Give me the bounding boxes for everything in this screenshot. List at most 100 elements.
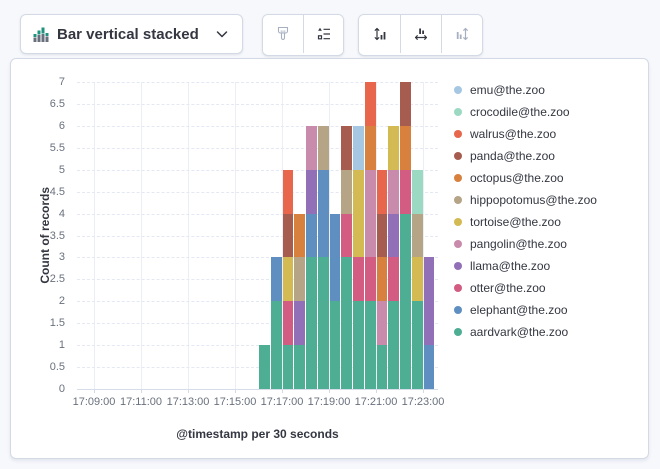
right-axis-button[interactable] bbox=[441, 15, 482, 53]
x-tick-label: 17:19:00 bbox=[307, 396, 351, 408]
bar-segment[interactable] bbox=[294, 301, 305, 346]
gridline bbox=[77, 345, 438, 347]
bar-segment[interactable] bbox=[364, 257, 376, 302]
bar-segment[interactable] bbox=[376, 213, 388, 258]
y-tick-label: 2.5 bbox=[49, 273, 65, 286]
legend-item[interactable]: llama@the.zoo bbox=[454, 255, 644, 277]
legend-item[interactable]: tortoise@the.zoo bbox=[454, 211, 644, 233]
bar-segment[interactable] bbox=[400, 125, 411, 170]
brush-button[interactable] bbox=[263, 15, 303, 53]
x-axis-labels: 17:09:00 17:11:00 17:13:00 17:15:00 17:17:00… bbox=[73, 396, 445, 412]
legend-item[interactable]: panda@the.zoo bbox=[454, 145, 644, 167]
bar-segment[interactable] bbox=[317, 125, 329, 170]
legend-label: hippopotomus@the.zoo bbox=[470, 193, 597, 207]
legend-item[interactable]: octopus@the.zoo bbox=[454, 167, 644, 189]
bar-segment[interactable] bbox=[411, 169, 423, 214]
bar-segment[interactable] bbox=[282, 213, 294, 258]
legend-swatch-icon bbox=[454, 284, 462, 292]
bar-segment[interactable] bbox=[364, 301, 376, 389]
legend-item[interactable]: crocodile@the.zoo bbox=[454, 101, 644, 123]
bar-segment[interactable] bbox=[411, 257, 423, 302]
legend-swatch-icon bbox=[454, 328, 462, 336]
gridline bbox=[77, 257, 438, 259]
bar-segment[interactable] bbox=[411, 301, 423, 389]
legend-label: octopus@the.zoo bbox=[470, 171, 564, 185]
bar-segment[interactable] bbox=[376, 257, 388, 302]
bar-segment[interactable] bbox=[400, 213, 411, 389]
bar-segment[interactable] bbox=[353, 169, 364, 258]
gridline bbox=[77, 389, 438, 390]
bar-segment[interactable] bbox=[317, 257, 329, 389]
bar-segment[interactable] bbox=[411, 213, 423, 258]
legend-item[interactable]: pangolin@the.zoo bbox=[454, 233, 644, 255]
bar-segment[interactable] bbox=[341, 213, 352, 258]
axis-tick bbox=[94, 389, 95, 393]
bar-segment[interactable] bbox=[376, 345, 388, 389]
bar-segment[interactable] bbox=[376, 169, 388, 214]
bar-segment[interactable] bbox=[329, 213, 341, 302]
y-tick-label: 7 bbox=[58, 76, 65, 88]
gridline bbox=[77, 213, 438, 215]
gridline bbox=[77, 323, 438, 325]
bar-segment[interactable] bbox=[423, 345, 435, 389]
bar-segment[interactable] bbox=[341, 125, 352, 170]
bar-segment[interactable] bbox=[282, 169, 294, 214]
bar-segment[interactable] bbox=[400, 82, 411, 126]
bottom-axis-button[interactable] bbox=[400, 15, 441, 53]
bar-segment[interactable] bbox=[364, 169, 376, 258]
legend-swatch-icon bbox=[454, 130, 462, 138]
bar-segment[interactable] bbox=[317, 169, 329, 258]
bar-segment[interactable] bbox=[282, 257, 294, 302]
bar-segment[interactable] bbox=[388, 213, 399, 258]
axis-button-group bbox=[358, 14, 483, 56]
legend-item[interactable]: otter@the.zoo bbox=[454, 277, 644, 299]
bar-segment[interactable] bbox=[388, 301, 399, 389]
bar-segment[interactable] bbox=[388, 257, 399, 302]
gridline bbox=[77, 191, 438, 193]
legend-item[interactable]: emu@the.zoo bbox=[454, 79, 644, 101]
bar-segment[interactable] bbox=[282, 301, 294, 346]
left-axis-button[interactable] bbox=[359, 15, 400, 53]
bar-segment[interactable] bbox=[294, 213, 305, 258]
bar-segment[interactable] bbox=[376, 301, 388, 346]
y-tick-label: 1 bbox=[58, 339, 65, 352]
bar-segment[interactable] bbox=[341, 257, 352, 389]
legend-options-button[interactable] bbox=[303, 15, 343, 53]
bar-segment[interactable] bbox=[306, 213, 317, 258]
y-tick-label: 2 bbox=[58, 295, 65, 308]
horizontal-axis-icon bbox=[413, 26, 429, 42]
gridline bbox=[77, 235, 438, 237]
legend-swatch-icon bbox=[454, 174, 462, 182]
bar-segment[interactable] bbox=[306, 125, 317, 170]
bar-segment[interactable] bbox=[294, 345, 305, 389]
bar-segment[interactable] bbox=[329, 301, 341, 389]
gridline bbox=[77, 367, 438, 369]
bar-segment[interactable] bbox=[353, 257, 364, 302]
legend-item[interactable]: elephant@the.zoo bbox=[454, 299, 644, 321]
bar-segment[interactable] bbox=[388, 125, 399, 170]
bar-segment[interactable] bbox=[364, 82, 376, 126]
bar-segment[interactable] bbox=[282, 345, 294, 389]
bar-segment[interactable] bbox=[341, 169, 352, 214]
bar-segment[interactable] bbox=[423, 257, 435, 346]
legend-swatch-icon bbox=[454, 108, 462, 116]
bar-segment[interactable] bbox=[400, 169, 411, 214]
bar-segment[interactable] bbox=[306, 169, 317, 214]
bar-segment[interactable] bbox=[294, 257, 305, 302]
legend-item[interactable]: hippopotomus@the.zoo bbox=[454, 189, 644, 211]
bar-segment[interactable] bbox=[364, 125, 376, 170]
gridline bbox=[77, 147, 438, 149]
axis-tick bbox=[376, 389, 377, 393]
bar-segment[interactable] bbox=[388, 169, 399, 214]
bar-segment[interactable] bbox=[270, 301, 282, 389]
bar-segment[interactable] bbox=[259, 345, 270, 389]
bar-segment[interactable] bbox=[353, 125, 364, 170]
legend-label: walrus@the.zoo bbox=[470, 127, 557, 141]
legend-item[interactable]: walrus@the.zoo bbox=[454, 123, 644, 145]
bar-segment[interactable] bbox=[353, 301, 364, 389]
bar-vertical-stacked-icon bbox=[33, 26, 49, 42]
chart-type-dropdown[interactable]: Bar vertical stacked bbox=[20, 14, 243, 54]
bar-segment[interactable] bbox=[306, 257, 317, 389]
legend-item[interactable]: aardvark@the.zoo bbox=[454, 321, 644, 343]
bar-segment[interactable] bbox=[270, 257, 282, 302]
